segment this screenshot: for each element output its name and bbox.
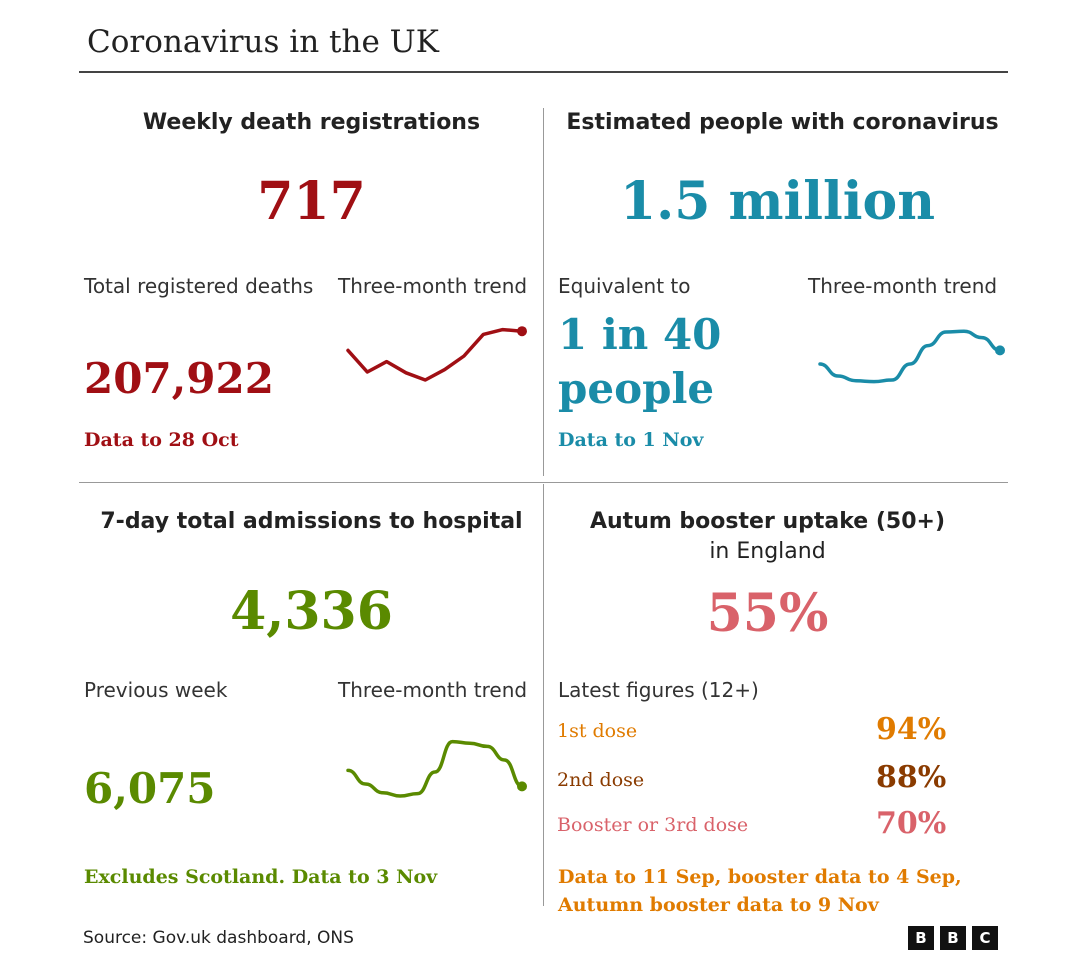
hospital-trend-endpoint bbox=[517, 781, 527, 792]
deaths-total-value: 207,922 bbox=[84, 354, 274, 403]
hospital-previous-value: 6,075 bbox=[84, 764, 216, 813]
booster-subheading: in England bbox=[709, 539, 826, 564]
booster-note-line2: Autumn booster data to 9 Nov bbox=[558, 894, 879, 916]
estimated-value: 1.5 million bbox=[619, 171, 936, 232]
bbc-logo-letter: C bbox=[972, 926, 998, 950]
second-dose-value: 88% bbox=[876, 760, 947, 795]
horizontal-divider bbox=[79, 482, 1008, 483]
bbc-logo: B B C bbox=[908, 926, 998, 950]
vertical-divider-bottom bbox=[543, 484, 544, 906]
hospital-note: Excludes Scotland. Data to 3 Nov bbox=[84, 866, 438, 888]
booster-note-line1: Data to 11 Sep, booster data to 4 Sep, bbox=[558, 866, 962, 888]
source-note: Source: Gov.uk dashboard, ONS bbox=[83, 928, 354, 948]
estimated-note: Data to 1 Nov bbox=[558, 429, 704, 451]
estimated-trend-line bbox=[818, 329, 1002, 384]
estimated-trend-endpoint bbox=[995, 345, 1005, 356]
deaths-note: Data to 28 Oct bbox=[84, 429, 239, 451]
hospital-heading: 7-day total admissions to hospital bbox=[100, 509, 523, 534]
deaths-total-label: Total registered deaths bbox=[84, 274, 314, 298]
page-title: Coronavirus in the UK bbox=[87, 24, 439, 60]
deaths-trend-chart bbox=[346, 326, 527, 382]
hospital-trend-label: Three-month trend bbox=[338, 678, 528, 702]
title-divider bbox=[79, 71, 1008, 73]
bbc-logo-letter: B bbox=[940, 926, 966, 950]
third-dose-label: Booster or 3rd dose bbox=[557, 814, 749, 836]
estimated-equivalent-line1: 1 in 40 bbox=[558, 310, 722, 359]
booster-heading: Autum booster uptake (50+) bbox=[589, 509, 946, 534]
deaths-trend-endpoint bbox=[517, 326, 527, 337]
estimated-equivalent-label: Equivalent to bbox=[558, 274, 691, 298]
deaths-heading: Weekly death registrations bbox=[142, 110, 481, 135]
estimated-equivalent-line2: people bbox=[558, 364, 715, 413]
bbc-logo-letter: B bbox=[908, 926, 934, 950]
deaths-weekly-value: 717 bbox=[257, 171, 366, 232]
deaths-trend-label: Three-month trend bbox=[338, 274, 528, 298]
hospital-trend-chart bbox=[346, 739, 527, 798]
hospital-trend-line bbox=[346, 739, 524, 798]
estimated-trend-chart bbox=[818, 329, 1005, 384]
deaths-trend-line bbox=[346, 327, 524, 382]
hospital-value: 4,336 bbox=[230, 581, 393, 642]
booster-value: 55% bbox=[706, 583, 829, 644]
first-dose-value: 94% bbox=[876, 712, 947, 747]
vertical-divider-top bbox=[543, 108, 544, 476]
booster-latest-label: Latest figures (12+) bbox=[558, 678, 759, 702]
first-dose-label: 1st dose bbox=[557, 720, 638, 742]
hospital-previous-label: Previous week bbox=[84, 678, 228, 702]
estimated-heading: Estimated people with coronavirus bbox=[566, 110, 999, 135]
estimated-trend-label: Three-month trend bbox=[808, 274, 998, 298]
third-dose-value: 70% bbox=[876, 806, 947, 841]
second-dose-label: 2nd dose bbox=[557, 769, 645, 791]
